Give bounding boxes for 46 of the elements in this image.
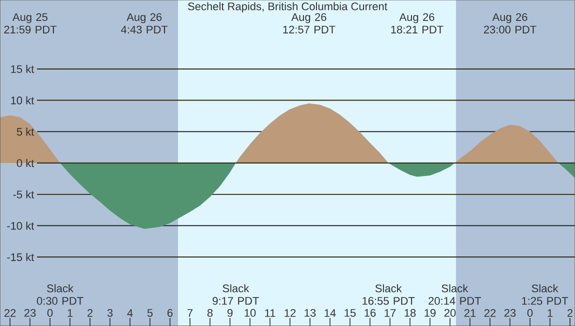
annotation: Slack 1:25 PDT (522, 284, 568, 305)
x-tick-label: 4 (127, 309, 133, 317)
y-tick-label: -10 kt (7, 222, 34, 230)
chart-title: Sechelt Rapids, British Columbia Current (188, 2, 388, 12)
x-tick-label: 22 (4, 309, 16, 317)
x-tick-label: 11 (265, 309, 276, 317)
x-tick-label: 16 (364, 309, 376, 317)
annotation: Slack 16:55 PDT (362, 284, 415, 305)
x-tick-label: 6 (168, 309, 173, 317)
x-tick-label: 21 (464, 309, 476, 317)
y-tick-label: 15 kt (11, 64, 34, 73)
x-tick-label: 2 (88, 309, 93, 317)
annotation: Aug 26 23:00 PDT (484, 13, 536, 34)
x-tick-label: 0 (527, 309, 533, 317)
x-tick-label: 9 (227, 309, 233, 317)
x-tick-label: 1 (548, 309, 553, 317)
x-tick-label: 23 (504, 309, 516, 317)
x-tick-label: 18 (404, 309, 416, 317)
annotation: Aug 26 4:43 PDT (121, 13, 168, 34)
y-tick-label: -15 kt (7, 252, 34, 262)
annotation: Slack 20:14 PDT (428, 284, 481, 305)
x-tick-label: 10 (244, 309, 256, 317)
x-tick-label: 17 (384, 309, 396, 317)
x-tick-label: 13 (304, 309, 316, 317)
x-tick-label: 3 (107, 309, 113, 317)
x-tick-label: 8 (207, 309, 213, 317)
x-tick-label: 20 (444, 309, 456, 317)
annotation: Aug 26 18:21 PDT (391, 13, 444, 34)
x-tick-label: 22 (484, 309, 496, 317)
x-tick-label: 12 (284, 309, 296, 317)
x-tick-label: 1 (68, 309, 73, 317)
x-tick-label: 5 (147, 309, 153, 317)
y-tick-label: 10 kt (11, 96, 34, 104)
x-tick-label: 23 (24, 309, 36, 317)
y-tick-label: -5 kt (13, 190, 34, 198)
x-tick-label: 0 (47, 309, 53, 317)
x-tick-label: 19 (424, 309, 436, 317)
x-tick-label: 15 (344, 309, 356, 317)
y-tick-label: 5 kt (16, 128, 34, 136)
x-tick-label: 14 (324, 309, 336, 317)
x-tick-label: 7 (188, 309, 193, 317)
annotation: Slack 0:30 PDT (36, 284, 84, 305)
annotation: Slack 9:17 PDT (212, 284, 259, 305)
annotation: Aug 26 12:57 PDT (283, 13, 336, 34)
x-tick-label: 2 (567, 309, 573, 317)
annotation: Aug 25 21:59 PDT (4, 13, 57, 34)
